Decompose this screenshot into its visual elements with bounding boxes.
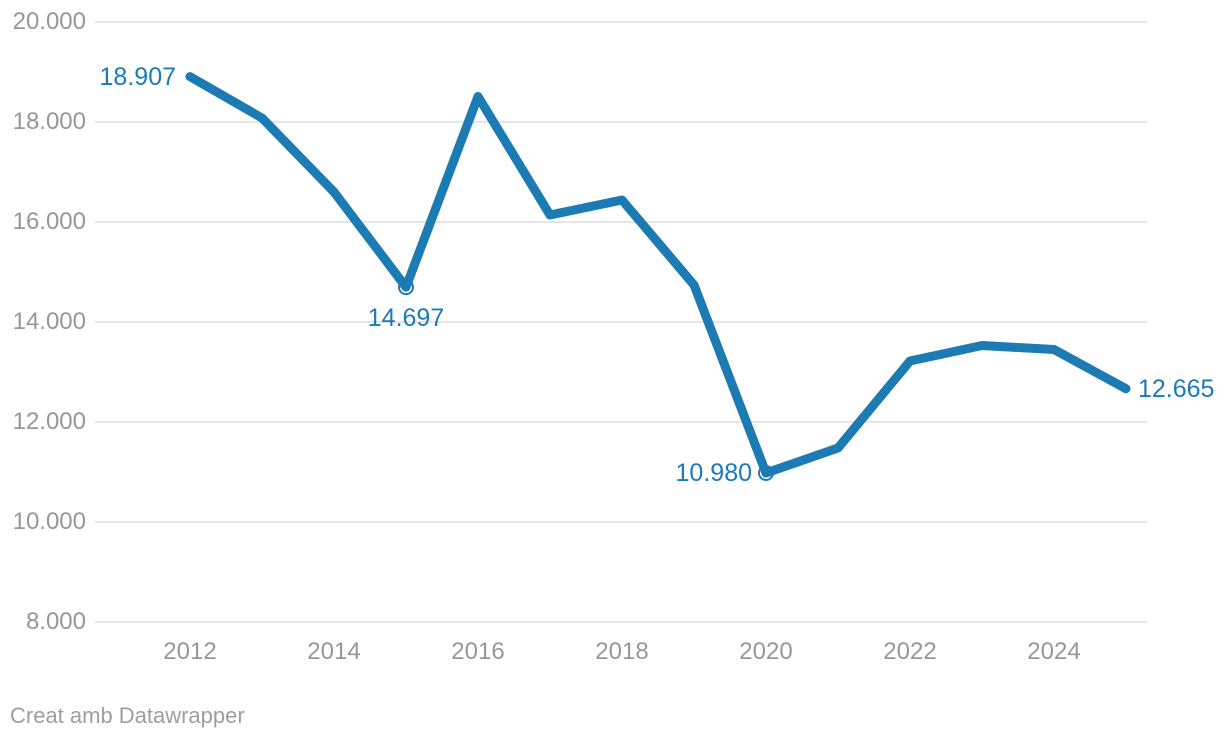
x-tick-label: 2024	[1027, 638, 1081, 665]
point-label: 10.980	[675, 459, 752, 487]
data-line	[185, 72, 1131, 478]
attribution-prefix: Creat amb	[10, 703, 113, 728]
point-label: 18.907	[99, 62, 176, 91]
x-tick-label: 2020	[739, 638, 793, 665]
x-tick-label: 2022	[883, 638, 937, 665]
x-tick-label: 2018	[595, 638, 649, 665]
y-tick-label: 18.000	[12, 108, 86, 135]
y-tick-label: 20.000	[12, 8, 86, 35]
x-tick-label: 2014	[307, 638, 361, 665]
y-tick-label: 10.000	[12, 508, 86, 535]
attribution: Creat amb Datawrapper	[10, 703, 245, 729]
x-tick-label: 2016	[451, 638, 505, 665]
y-tick-label: 8.000	[25, 608, 86, 635]
point-label: 12.665	[1138, 374, 1215, 403]
x-tick-label: 2012	[163, 638, 217, 665]
y-tick-label: 16.000	[12, 208, 86, 235]
y-tick-label: 12.000	[12, 408, 86, 435]
point-label: 14.697	[367, 304, 445, 333]
y-tick-label: 14.000	[12, 308, 86, 335]
attribution-brand-link[interactable]: Datawrapper	[118, 703, 245, 728]
